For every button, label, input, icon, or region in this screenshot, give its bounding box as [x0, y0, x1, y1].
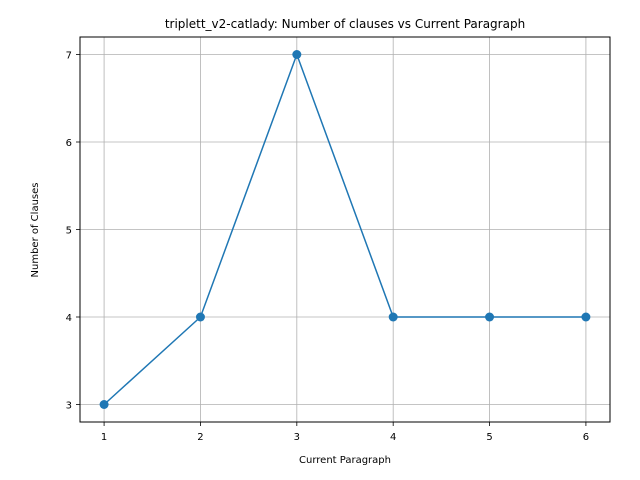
data-point: [195, 312, 205, 322]
grid: [80, 37, 610, 422]
x-tick-label: 3: [294, 432, 300, 443]
y-tick-label: 5: [66, 226, 72, 237]
x-tick-label: 4: [390, 432, 396, 443]
chart-title: triplett_v2-catlady: Number of clauses v…: [165, 17, 525, 31]
data-point: [99, 400, 109, 409]
data-point: [581, 312, 591, 322]
x-tick-label: 6: [583, 432, 589, 443]
series-line: [103, 52, 586, 406]
x-tick-label: 5: [486, 432, 492, 443]
y-tick-label: 4: [66, 313, 72, 324]
axes: 1 2 3 4 5 6 3 4 5 6 7: [66, 51, 589, 444]
x-axis-label: Current Paragraph: [299, 455, 391, 466]
y-tick-label: 7: [66, 51, 72, 62]
data-point: [485, 312, 495, 322]
x-tick-label: 2: [197, 432, 203, 443]
y-axis-label: Number of Clauses: [30, 183, 41, 278]
y-tick-label: 3: [66, 401, 72, 412]
x-tick-label: 1: [101, 432, 107, 443]
data-point: [388, 312, 398, 322]
plot-area: [99, 50, 591, 409]
y-tick-label: 6: [66, 138, 72, 149]
data-point: [292, 50, 302, 59]
